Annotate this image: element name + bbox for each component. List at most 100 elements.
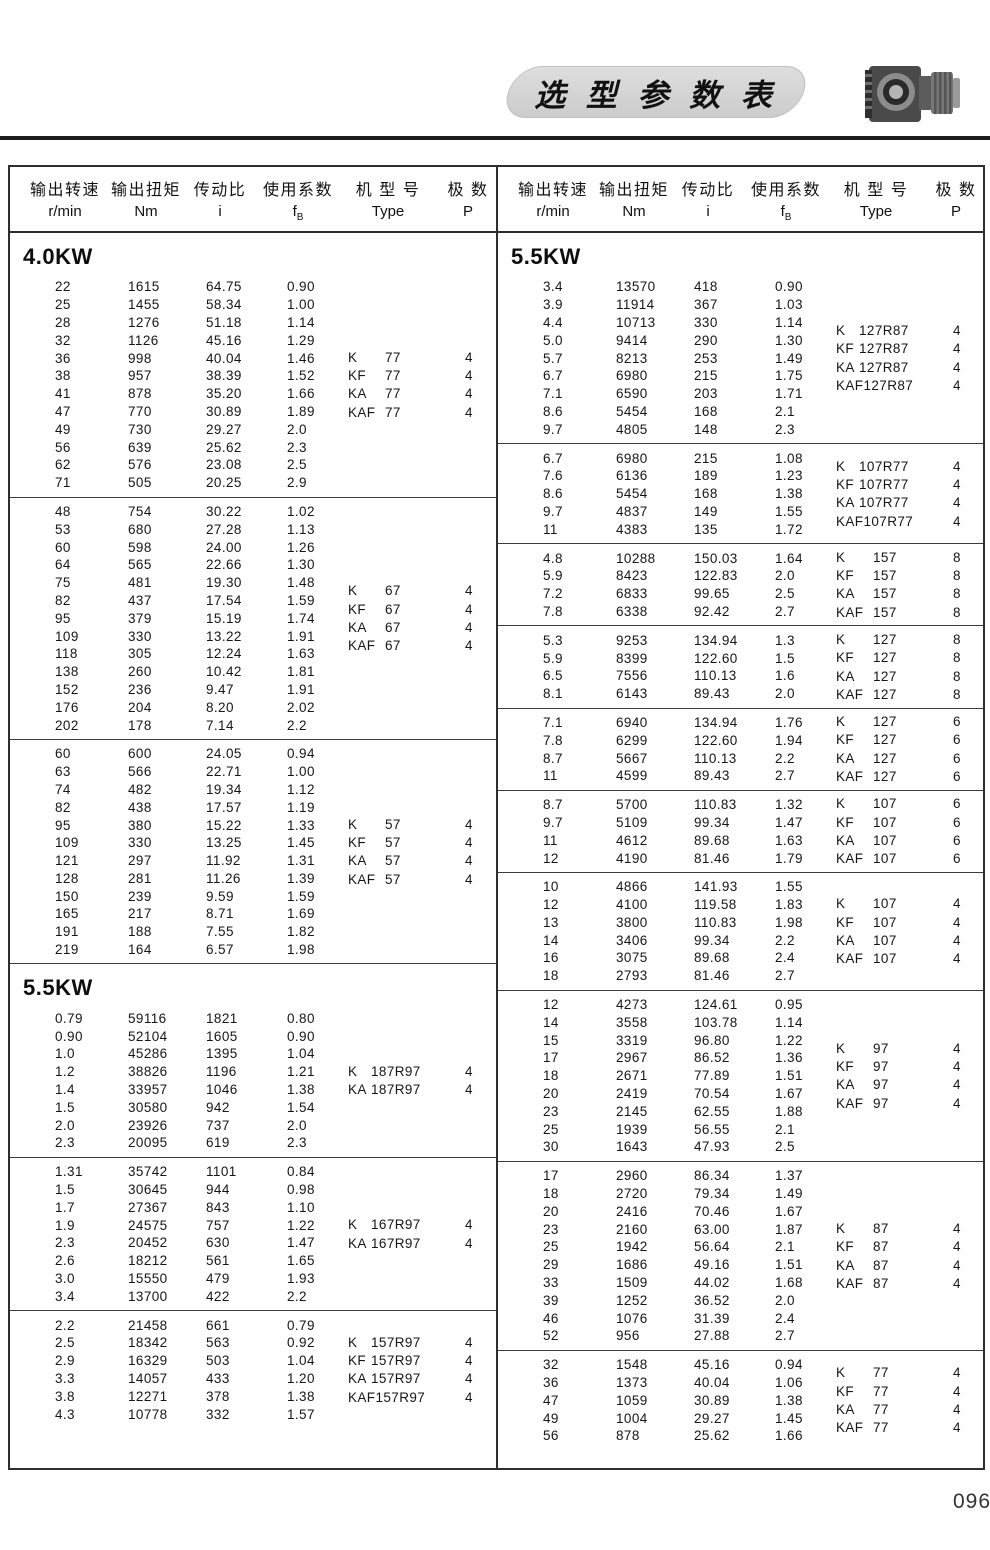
type-entry: KAF 107 6 <box>836 850 961 868</box>
type-size: 187R97 <box>371 1063 421 1079</box>
section-divider <box>10 963 496 965</box>
cell-ratio: 64.75 <box>206 279 242 295</box>
cell-ratio: 11.92 <box>206 853 241 869</box>
cell-service-factor: 1.29 <box>287 332 315 348</box>
cell-torque: 5454 <box>616 403 648 419</box>
cell-torque: 239 <box>128 888 152 904</box>
cell-service-factor: 1.49 <box>775 350 803 366</box>
cell-service-factor: 1.67 <box>775 1203 803 1219</box>
type-entry: KF 127 6 <box>836 731 961 749</box>
type-name: KA <box>348 1235 367 1251</box>
cell-service-factor: 0.80 <box>287 1010 315 1026</box>
type-size: 157R97 <box>371 1334 421 1350</box>
type-size: 87 <box>873 1220 889 1236</box>
data-row: 32 1548 45.16 0.94 <box>543 1356 983 1374</box>
data-row: 1.4 33957 1046 1.38 <box>55 1081 496 1099</box>
type-size: 127 <box>873 631 897 647</box>
type-entry: KAF 127 8 <box>836 685 961 703</box>
cell-ratio: 189 <box>694 468 718 484</box>
data-row: 7.2 6833 99.65 2.5 <box>543 585 983 603</box>
cell-service-factor: 1.3 <box>775 632 795 648</box>
data-row: 1.2 38826 1196 1.21 <box>55 1063 496 1081</box>
type-name: K <box>836 1365 846 1381</box>
cell-service-factor: 2.0 <box>287 1117 307 1133</box>
cell-ratio: 757 <box>206 1217 230 1233</box>
cell-ratio: 6.57 <box>206 942 234 958</box>
cell-speed: 8.6 <box>543 403 563 419</box>
type-entry: KF 97 4 <box>836 1057 961 1075</box>
type-entry: K 127R87 4 <box>836 321 961 339</box>
type-size: 167R97 <box>371 1217 421 1233</box>
cell-ratio: 134.94 <box>694 714 738 730</box>
cell-torque: 35742 <box>128 1164 168 1180</box>
header-unit: Nm <box>134 203 158 220</box>
data-row: 8.7 5667 110.13 2.2 <box>543 749 983 767</box>
cell-ratio: 135 <box>694 521 718 537</box>
cell-speed: 1.0 <box>55 1046 75 1062</box>
cell-torque: 3406 <box>616 932 648 948</box>
data-row: 53 680 27.28 1.13 <box>55 520 496 538</box>
type-name: KF <box>836 1383 855 1399</box>
header-unit: r/min <box>536 203 570 220</box>
cell-torque: 438 <box>128 799 152 815</box>
cell-speed: 0.90 <box>55 1028 83 1044</box>
cell-ratio: 110.13 <box>694 750 737 766</box>
poles-value: 4 <box>465 1334 473 1350</box>
cell-torque: 20095 <box>128 1135 168 1151</box>
rating-block: 5.3 9253 134.94 1.3 5.9 8399 122.60 1.5 6.5 7556 1… <box>498 626 983 707</box>
type-entry: K 77 4 <box>836 1364 961 1382</box>
cell-service-factor: 2.02 <box>287 699 315 715</box>
header-unit-subscript: B <box>784 212 792 223</box>
cell-service-factor: 1.93 <box>287 1271 315 1287</box>
section-divider <box>498 543 983 545</box>
cell-torque: 52104 <box>128 1028 168 1044</box>
cell-service-factor: 2.1 <box>775 1121 795 1137</box>
type-name: KA <box>836 1077 855 1093</box>
type-name: KAF <box>836 1420 864 1436</box>
data-row: 2.9 16329 503 1.04 <box>55 1352 496 1370</box>
cell-torque: 1615 <box>128 279 160 295</box>
cell-ratio: 330 <box>694 314 718 330</box>
cell-torque: 1004 <box>616 1410 648 1426</box>
type-size: 107 <box>873 896 897 912</box>
power-heading: 5.5KW <box>23 975 93 1001</box>
cell-speed: 121 <box>55 853 79 869</box>
cell-service-factor: 1.64 <box>775 550 803 566</box>
data-row: 1.0 45286 1395 1.04 <box>55 1045 496 1063</box>
cell-speed: 82 <box>55 592 71 608</box>
cell-torque: 956 <box>616 1328 640 1344</box>
section-divider <box>10 1156 496 1158</box>
data-row: 11 4383 135 1.72 <box>543 520 983 538</box>
cell-speed: 5.9 <box>543 568 563 584</box>
type-size: 107 <box>873 833 897 848</box>
type-size: 107 <box>873 851 897 867</box>
cell-ratio: 148 <box>694 421 718 437</box>
cell-service-factor: 0.94 <box>775 1357 803 1373</box>
cell-torque: 14057 <box>128 1371 168 1387</box>
cell-torque: 11914 <box>616 297 655 313</box>
header-unit: Type <box>371 203 405 220</box>
type-size: 157 <box>873 549 897 565</box>
data-row: 60 598 24.00 1.26 <box>55 538 496 556</box>
cell-ratio: 49.16 <box>694 1257 730 1273</box>
cell-ratio: 9.47 <box>206 681 234 697</box>
cell-ratio: 31.39 <box>694 1310 730 1326</box>
cell-torque: 6143 <box>616 686 648 702</box>
cell-speed: 202 <box>55 717 79 733</box>
cell-torque: 3075 <box>616 950 648 966</box>
cell-service-factor: 1.36 <box>775 1050 803 1066</box>
cell-torque: 576 <box>128 457 152 473</box>
cell-speed: 32 <box>543 1357 559 1373</box>
cell-torque: 957 <box>128 368 152 384</box>
cell-service-factor: 1.63 <box>287 646 315 662</box>
cell-speed: 6.7 <box>543 450 563 466</box>
type-name: K <box>348 1063 358 1079</box>
cell-speed: 6.7 <box>543 368 563 384</box>
cell-speed: 56 <box>55 439 71 455</box>
data-row: 1.7 27367 843 1.10 <box>55 1198 496 1216</box>
cell-speed: 75 <box>55 575 71 591</box>
type-name: KA <box>836 668 855 684</box>
cell-speed: 7.8 <box>543 732 563 748</box>
table-right-body: 5.5KW 3.4 13570 418 0.90 3.9 11914 367 1.03 4.4 10… <box>498 233 983 1468</box>
data-row: 11 4599 89.43 2.7 <box>543 767 983 785</box>
